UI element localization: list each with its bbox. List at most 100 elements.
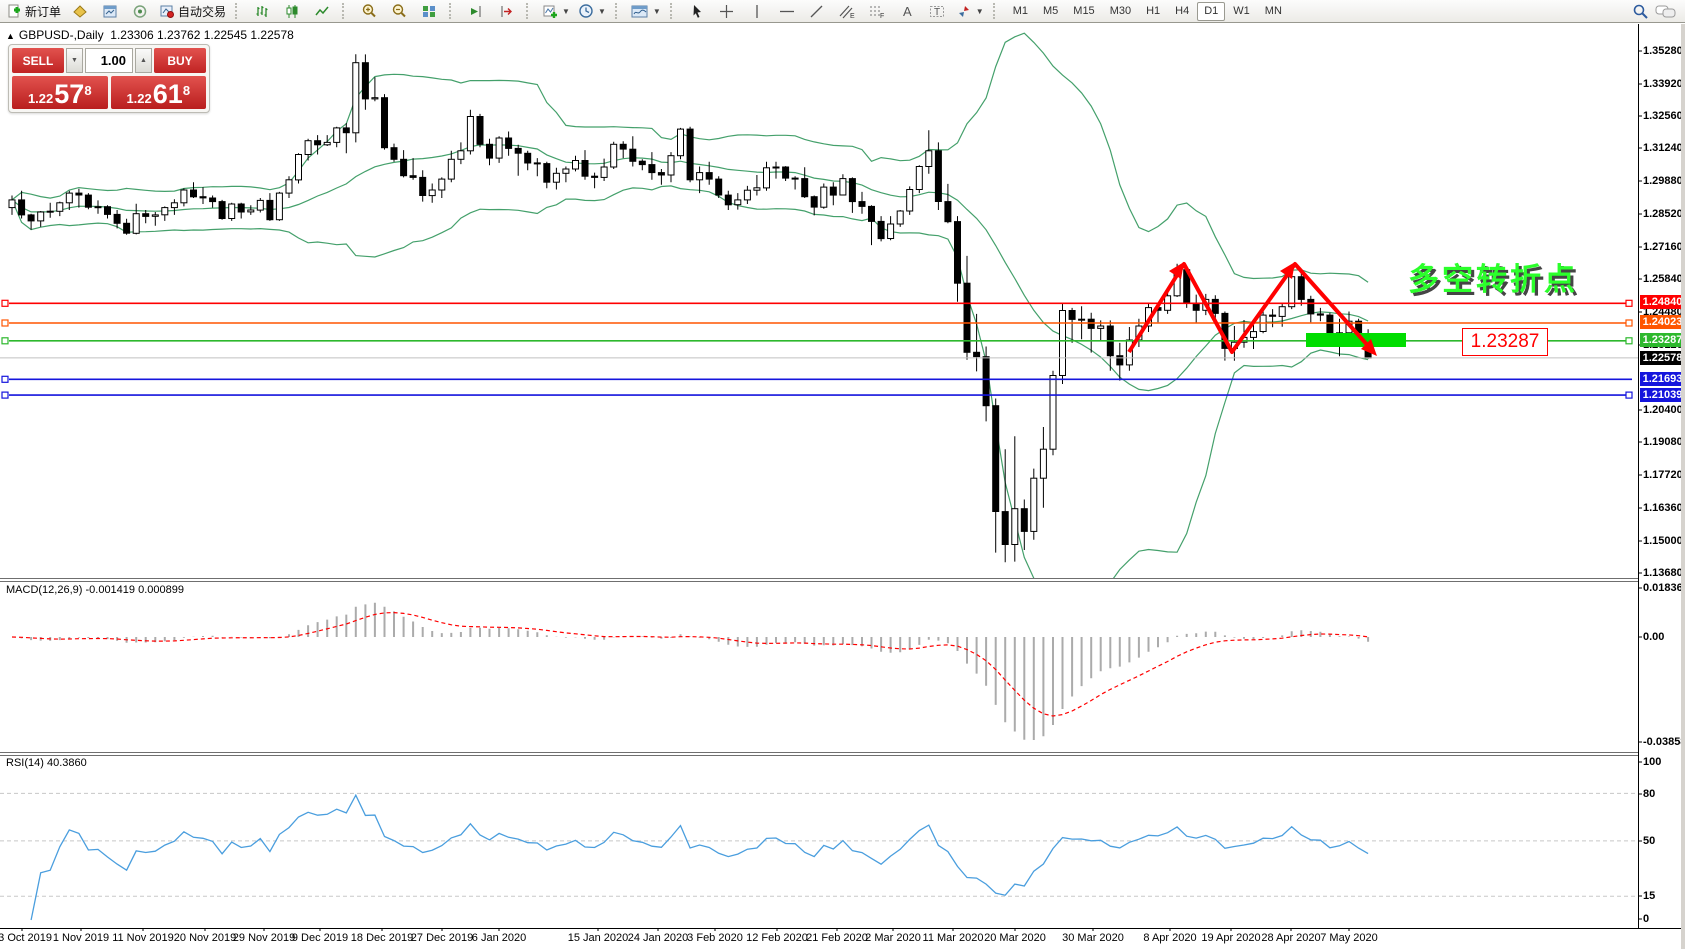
tile-windows-button[interactable]: [415, 1, 443, 21]
volume-increase-button[interactable]: ▲: [135, 48, 152, 73]
sell-button[interactable]: SELL: [12, 48, 64, 73]
timeframe-button-m5[interactable]: M5: [1043, 4, 1059, 17]
buy-price-display[interactable]: 1.22 61 8: [110, 76, 206, 109]
line-handle[interactable]: [1, 299, 9, 307]
text-label-tool-button[interactable]: T: [923, 1, 951, 21]
zoom-out-button[interactable]: [385, 1, 413, 21]
rsi-pane[interactable]: [0, 792, 1638, 921]
main-price-pane[interactable]: [0, 32, 1638, 596]
data-window-button[interactable]: [126, 1, 154, 21]
bull-candle: [1288, 276, 1296, 308]
timeframe-bar: M1 M5 M15 M30 H1 H4 D1 W1 MN: [1006, 1, 1289, 21]
pane-separator[interactable]: [0, 755, 1638, 756]
trendline-tool-button[interactable]: [803, 1, 831, 21]
timeframe-button-m30[interactable]: M30: [1109, 4, 1132, 17]
bull-candle: [1125, 339, 1133, 366]
fibonacci-tool-button[interactable]: F: [863, 1, 891, 21]
timeframe-button-d1[interactable]: D1: [1197, 1, 1226, 21]
bear-candle: [791, 177, 799, 180]
auto-trading-label: 自动交易: [178, 4, 227, 19]
bar-chart-button[interactable]: [248, 1, 276, 21]
price-tick-label: 1.28520: [1643, 208, 1683, 220]
highlight-rectangle[interactable]: [1306, 333, 1406, 347]
bull-candle: [562, 168, 570, 174]
timeframe-button-m1[interactable]: M1: [1012, 4, 1028, 17]
bear-candle: [1211, 298, 1219, 314]
equidistant-channel-tool-button[interactable]: E: [833, 1, 861, 21]
bull-candle: [447, 158, 455, 180]
line-chart-button[interactable]: [308, 1, 336, 21]
periods-button[interactable]: ▼: [575, 1, 609, 21]
horizontal-line-icon: [779, 10, 794, 12]
turning-point-note[interactable]: 多空转折点: [1408, 262, 1578, 297]
templates-button[interactable]: ▼: [628, 1, 664, 21]
crosshair-tool-button[interactable]: [713, 1, 741, 21]
line-handle[interactable]: [1625, 319, 1633, 327]
bear-candle: [1116, 355, 1124, 366]
axis-tick-marks: [21, 50, 1642, 931]
horizontal-line-tool-button[interactable]: [773, 1, 801, 21]
bear-candle: [533, 162, 541, 165]
dropdown-arrow-icon: ▼: [652, 6, 661, 16]
indicators-button[interactable]: ▼: [539, 1, 573, 21]
chart-shift-button[interactable]: [492, 1, 520, 21]
volume-input[interactable]: 1.00: [85, 48, 133, 73]
market-watch-button[interactable]: [96, 1, 124, 21]
bull-candle: [428, 189, 436, 197]
auto-scroll-button[interactable]: [462, 1, 490, 21]
pane-separator[interactable]: [0, 581, 1638, 582]
volume-decrease-button[interactable]: ▼: [66, 48, 83, 73]
price-tag-label[interactable]: 1.23287: [1462, 328, 1548, 356]
chat-icon[interactable]: [1655, 3, 1677, 19]
new-order-button[interactable]: 新订单: [4, 1, 64, 21]
search-icon[interactable]: [1632, 3, 1649, 20]
timeframe-button-h4[interactable]: H4: [1175, 4, 1190, 17]
dropdown-arrow-icon: ▼: [597, 6, 606, 16]
profiles-button[interactable]: [66, 1, 94, 21]
cursor-tool-button[interactable]: [683, 1, 711, 21]
timeframe-button-m15[interactable]: M15: [1073, 4, 1095, 17]
bear-candle: [801, 178, 809, 198]
price-tick-label: 1.25840: [1643, 273, 1683, 285]
buy-button[interactable]: BUY: [154, 48, 206, 73]
line-handle[interactable]: [1625, 337, 1633, 345]
bear-candle: [1001, 511, 1009, 546]
line-handle[interactable]: [1625, 391, 1633, 399]
timeframe-button-w1[interactable]: W1: [1233, 4, 1250, 17]
bear-candle: [829, 186, 837, 196]
text-tool-button[interactable]: A: [893, 1, 921, 21]
date-label: 24 Jan 2020: [627, 932, 689, 944]
timeframe-button-mn[interactable]: MN: [1264, 4, 1282, 17]
line-handle[interactable]: [1, 391, 9, 399]
line-handle[interactable]: [1625, 299, 1633, 307]
price-tick-label: 1.27160: [1643, 241, 1683, 253]
trendline-icon: [810, 5, 823, 17]
bear-candle: [361, 62, 369, 100]
vertical-line-tool-button[interactable]: [743, 1, 771, 21]
line-handle[interactable]: [1, 319, 9, 327]
chart-symbol-period: GBPUSD-,Daily: [18, 28, 104, 42]
price-tick-label: 1.32560: [1643, 110, 1683, 122]
sell-price-display[interactable]: 1.22 57 8: [12, 76, 108, 109]
collapse-arrow-icon[interactable]: ▲: [6, 31, 15, 41]
bear-candle: [992, 405, 1000, 513]
price-badge-1.24023: 1.24023: [1640, 315, 1685, 329]
bear-candle: [973, 351, 981, 358]
line-handle[interactable]: [1, 375, 9, 383]
line-handle[interactable]: [1, 337, 9, 345]
pane-separator[interactable]: [0, 578, 1638, 579]
auto-trading-button[interactable]: 自动交易: [156, 1, 229, 21]
candlestick-chart-button[interactable]: [278, 1, 306, 21]
macd-pane[interactable]: [11, 602, 1370, 740]
timeframe-button-h1[interactable]: H1: [1146, 4, 1161, 17]
bull-candle: [170, 202, 178, 209]
pane-separator[interactable]: [0, 752, 1638, 753]
bear-candle: [877, 220, 885, 240]
zoom-in-button[interactable]: [355, 1, 383, 21]
arrows-tool-button[interactable]: ▼: [953, 1, 987, 21]
bear-candle: [381, 97, 388, 149]
zigzag-annotation[interactable]: [1127, 262, 1372, 354]
bull-candle: [1011, 508, 1019, 546]
bull-candle: [1078, 318, 1086, 321]
